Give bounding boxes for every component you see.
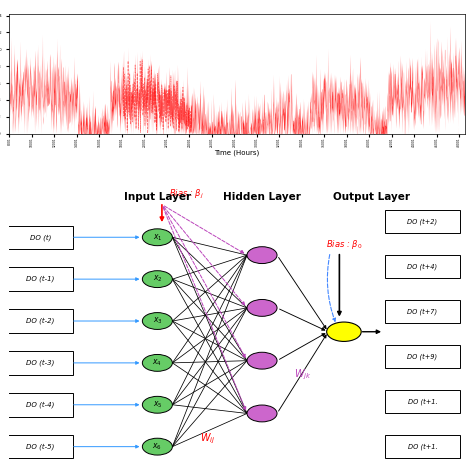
Circle shape [142,355,173,371]
Circle shape [247,405,277,422]
Text: DO (t+7): DO (t+7) [407,309,438,315]
FancyBboxPatch shape [385,301,460,323]
Text: DO (t+4): DO (t+4) [407,264,438,270]
Circle shape [142,229,173,246]
Text: DO (t-4): DO (t-4) [26,401,55,408]
Text: DO (t-3): DO (t-3) [26,360,55,366]
FancyBboxPatch shape [7,226,73,249]
Text: $x_6$: $x_6$ [153,441,162,452]
Circle shape [142,438,173,455]
Circle shape [247,246,277,264]
Text: DO (t-5): DO (t-5) [26,443,55,450]
Text: $W_{jk}$: $W_{jk}$ [294,368,312,383]
FancyBboxPatch shape [7,435,73,458]
FancyBboxPatch shape [7,351,73,374]
Text: Output Layer: Output Layer [333,191,410,201]
Text: DO (t+1.: DO (t+1. [408,443,437,450]
FancyBboxPatch shape [385,210,460,233]
Text: Bias : $\beta_j$: Bias : $\beta_j$ [169,188,203,201]
Text: $x_5$: $x_5$ [153,400,162,410]
Circle shape [327,322,361,341]
Circle shape [142,396,173,413]
Text: Bias : $\beta_0$: Bias : $\beta_0$ [326,237,362,251]
Text: $x_1$: $x_1$ [153,232,162,243]
X-axis label: Time (Hours): Time (Hours) [214,150,260,156]
Text: DO (t+9): DO (t+9) [407,354,438,360]
FancyBboxPatch shape [385,390,460,413]
Circle shape [247,352,277,369]
Text: DO (t+1.: DO (t+1. [408,399,437,405]
FancyBboxPatch shape [7,267,73,291]
FancyBboxPatch shape [385,255,460,278]
Text: DO (t-1): DO (t-1) [26,276,55,283]
Text: $W_{ij}$: $W_{ij}$ [200,432,215,446]
Circle shape [247,300,277,316]
Text: DO (t-2): DO (t-2) [26,318,55,324]
Text: $x_2$: $x_2$ [153,274,162,284]
Text: Hidden Layer: Hidden Layer [223,191,301,201]
Circle shape [142,271,173,288]
FancyBboxPatch shape [385,345,460,368]
FancyBboxPatch shape [7,393,73,417]
Text: Input Layer: Input Layer [124,191,191,201]
Text: DO (t): DO (t) [29,234,51,241]
FancyBboxPatch shape [7,309,73,333]
Text: $x_4$: $x_4$ [153,358,162,368]
FancyBboxPatch shape [385,435,460,458]
Text: $x_3$: $x_3$ [153,316,162,326]
Text: DO (t+2): DO (t+2) [407,219,438,225]
Circle shape [142,312,173,329]
